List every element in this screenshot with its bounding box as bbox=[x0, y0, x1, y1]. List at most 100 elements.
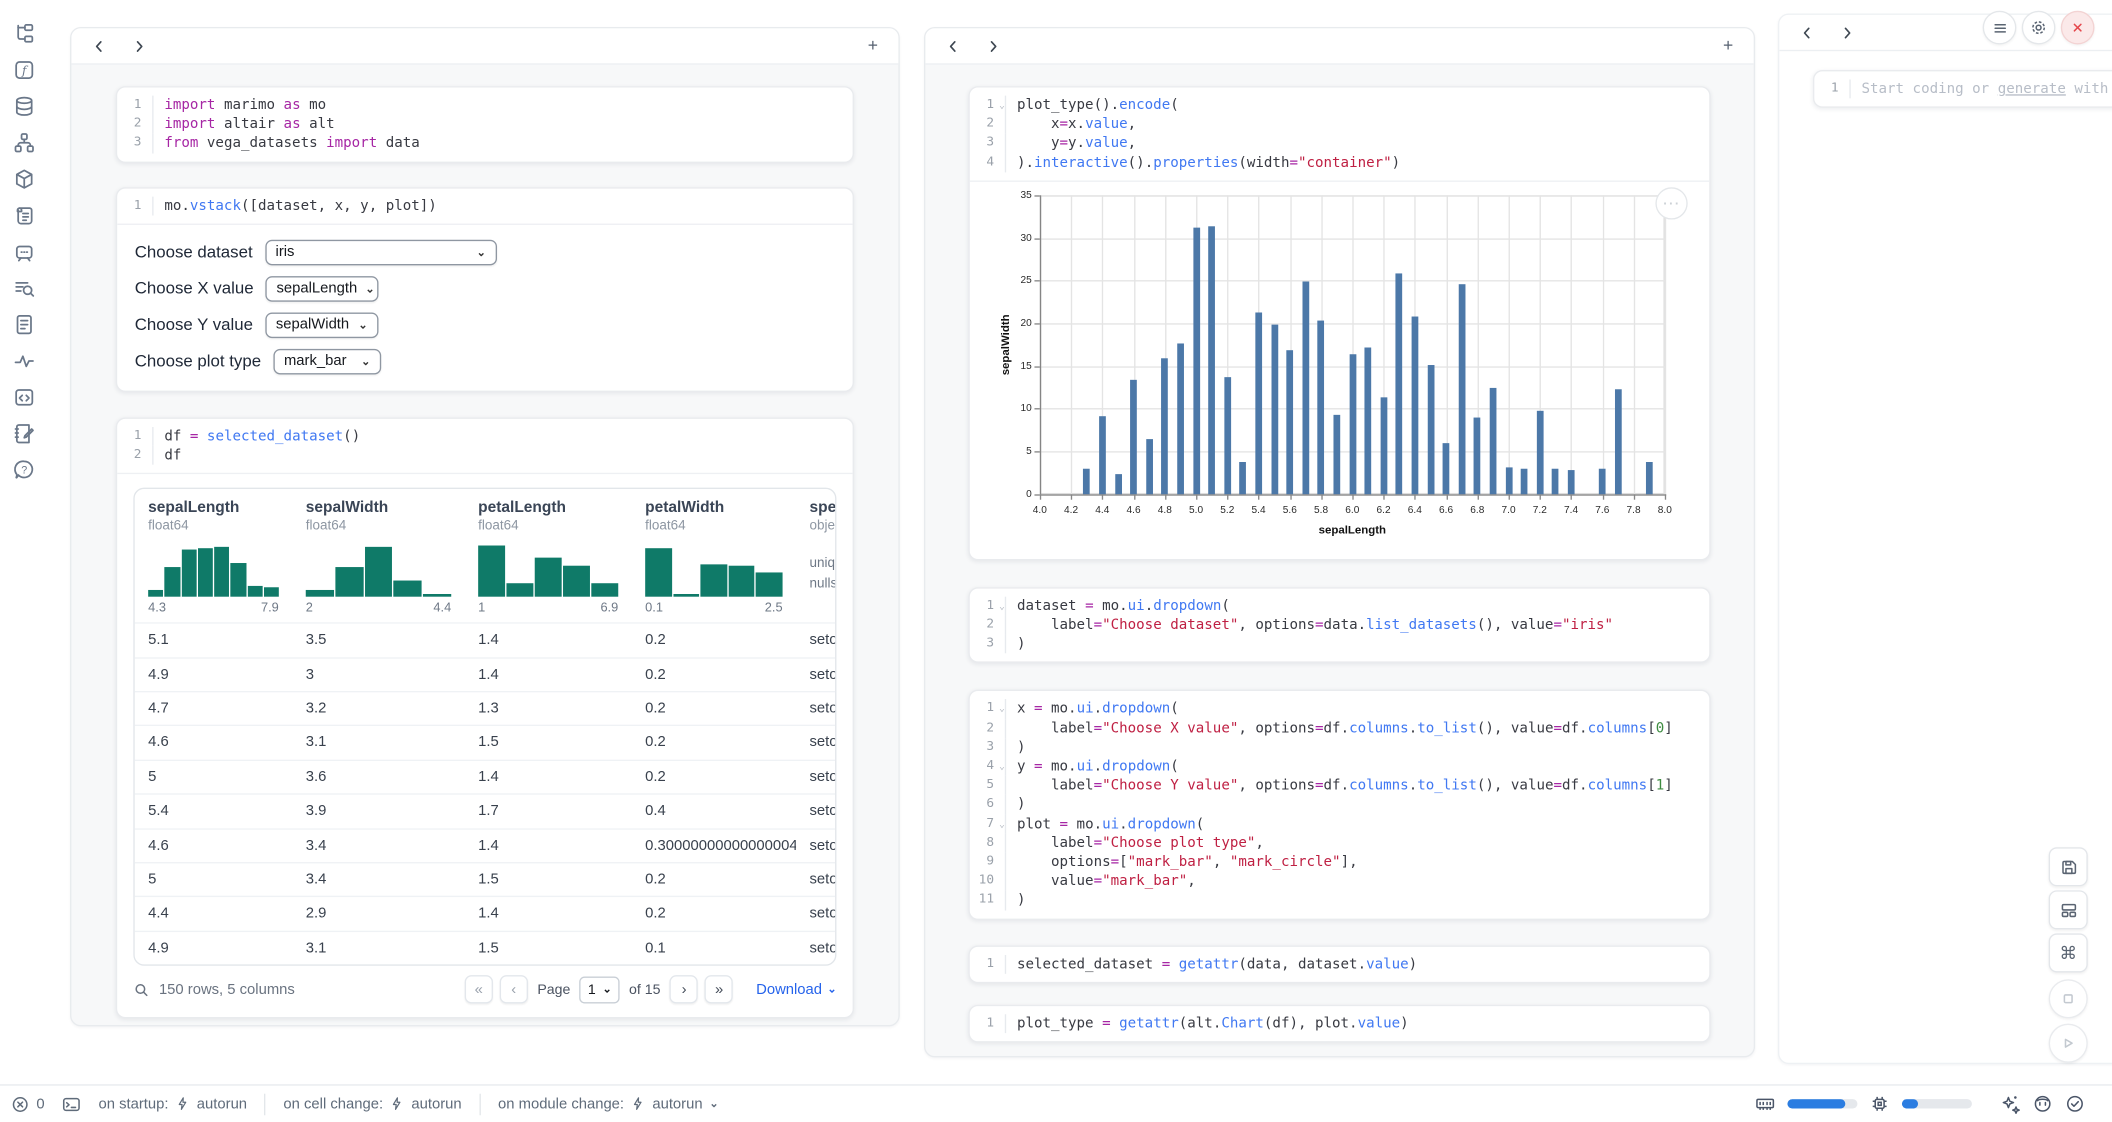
line-number: 2 bbox=[970, 719, 1005, 738]
table-cell: 4.7 bbox=[135, 692, 293, 725]
on-cell-change-setting[interactable]: on cell change: autorun bbox=[283, 1096, 461, 1112]
code-editor[interactable]: 1⌄x = mo.ui.dropdown(2 label="Choose X v… bbox=[970, 692, 1709, 919]
sidebar-item-file-tree[interactable] bbox=[13, 23, 35, 45]
sidebar-item-documentation[interactable] bbox=[13, 277, 35, 299]
table-footer: 150 rows, 5 columns « ‹ Page 1⌄ of 15 › … bbox=[133, 976, 836, 1004]
table-cell: setosa bbox=[796, 761, 836, 794]
copilot-icon[interactable] bbox=[2033, 1094, 2053, 1114]
dropdown-select[interactable]: sepalWidth⌄ bbox=[265, 312, 378, 338]
sidebar-item-chat[interactable] bbox=[13, 241, 35, 263]
sidebar-item-dependency-graph[interactable] bbox=[13, 132, 35, 154]
generate-link[interactable]: generate bbox=[1998, 81, 2066, 97]
chart-bar bbox=[1255, 312, 1262, 494]
first-page-button[interactable]: « bbox=[465, 976, 493, 1004]
chart-bar bbox=[1458, 285, 1465, 494]
panel-prev-button[interactable] bbox=[942, 35, 964, 57]
histogram-bar bbox=[701, 565, 727, 597]
code-editor[interactable]: 1import marimo as mo2import altair as al… bbox=[117, 88, 852, 162]
prev-page-button[interactable]: ‹ bbox=[500, 976, 528, 1004]
column-type: object bbox=[810, 519, 837, 534]
panel-prev-button[interactable] bbox=[1795, 22, 1817, 44]
hamburger-icon bbox=[1991, 20, 2007, 36]
panel-next-button[interactable] bbox=[1836, 22, 1858, 44]
sidebar-item-snippets[interactable] bbox=[13, 314, 35, 336]
line-number: 5 bbox=[970, 776, 1005, 795]
sparkles-icon[interactable] bbox=[2000, 1094, 2020, 1114]
code-editor[interactable]: 1⌄plot_type().encode(2 x=x.value,3 y=y.v… bbox=[970, 88, 1709, 181]
notebook-edit-icon bbox=[13, 423, 35, 445]
layout-grid-icon bbox=[2059, 900, 2078, 919]
code-editor[interactable]: 1df = selected_dataset()2df bbox=[117, 419, 852, 473]
error-count-button[interactable]: 0 bbox=[11, 1094, 45, 1113]
column-histogram bbox=[306, 543, 451, 597]
download-button[interactable]: Download⌄ bbox=[756, 982, 836, 998]
x-tick-label: 6.4 bbox=[1399, 504, 1431, 516]
panel-next-button[interactable] bbox=[982, 35, 1004, 57]
table-row: 4.63.11.50.2setosa bbox=[135, 725, 835, 759]
code-editor[interactable]: 1⌄dataset = mo.ui.dropdown(2 label="Choo… bbox=[970, 588, 1709, 662]
empty-code-cell: 1 Start coding or generate with AI bbox=[1813, 70, 2112, 108]
panel-prev-button[interactable] bbox=[88, 35, 110, 57]
gridline bbox=[1634, 195, 1635, 494]
ram-fill bbox=[1787, 1099, 1844, 1108]
sidebar-item-packages[interactable] bbox=[13, 168, 35, 190]
sidebar-item-logs[interactable] bbox=[13, 205, 35, 227]
column-name: sepalLength bbox=[148, 500, 279, 516]
histogram-bar bbox=[165, 567, 180, 597]
histogram-bar bbox=[563, 566, 590, 597]
on-startup-setting[interactable]: on startup: autorun bbox=[98, 1096, 247, 1112]
last-page-button[interactable]: » bbox=[705, 976, 733, 1004]
dropdown-select[interactable]: iris⌄ bbox=[265, 240, 497, 266]
table-row: 53.61.40.2setosa bbox=[135, 759, 835, 793]
layout-button[interactable] bbox=[2049, 890, 2088, 929]
sidebar-item-outputs[interactable] bbox=[13, 387, 35, 409]
code-line: 1plot_type = getattr(alt.Chart(df), plot… bbox=[970, 1014, 1709, 1033]
save-button[interactable] bbox=[2049, 847, 2088, 886]
settings-button[interactable] bbox=[2022, 11, 2056, 45]
sidebar-item-datasources[interactable] bbox=[13, 96, 35, 118]
menu-button[interactable] bbox=[1983, 11, 2017, 45]
stop-button[interactable] bbox=[2049, 979, 2088, 1018]
shutdown-button[interactable] bbox=[2061, 11, 2095, 45]
chevron-left-icon bbox=[1799, 25, 1814, 40]
terminal-button[interactable] bbox=[62, 1094, 81, 1113]
search-icon[interactable] bbox=[133, 982, 149, 998]
dropdown-select[interactable]: sepalLength⌄ bbox=[266, 276, 379, 302]
column-header[interactable]: speciesobjectunique:nulls: bbox=[796, 489, 836, 622]
column-header[interactable]: sepalLengthfloat644.37.9 bbox=[135, 489, 293, 622]
code-editor[interactable]: 1selected_dataset = getattr(data, datase… bbox=[970, 946, 1709, 981]
terminal-icon bbox=[62, 1094, 81, 1113]
add-cell-button[interactable]: + bbox=[1719, 35, 1738, 55]
table-cell: setosa bbox=[796, 829, 836, 862]
chart-actions-button[interactable]: ⋯ bbox=[1655, 187, 1687, 219]
on-module-change-setting[interactable]: on module change: autorun ⌄ bbox=[498, 1096, 718, 1112]
code-editor[interactable]: 1plot_type = getattr(alt.Chart(df), plot… bbox=[970, 1006, 1709, 1041]
table-cell: setosa bbox=[796, 692, 836, 725]
page-select[interactable]: 1⌄ bbox=[580, 976, 620, 1003]
sidebar-item-help[interactable]: ? bbox=[13, 459, 35, 481]
doc-search-icon bbox=[13, 277, 35, 299]
table-cell: 4.6 bbox=[135, 829, 293, 862]
code-editor[interactable]: 1mo.vstack([dataset, x, y, plot]) bbox=[117, 188, 852, 223]
keyboard-shortcuts-button[interactable]: ⌘ bbox=[2049, 933, 2088, 972]
histogram-bar bbox=[756, 573, 782, 597]
column-header[interactable]: sepalWidthfloat6424.4 bbox=[292, 489, 464, 622]
connection-status-icon[interactable] bbox=[2065, 1094, 2085, 1114]
chart-bar bbox=[1318, 321, 1325, 494]
column-header[interactable]: petalLengthfloat6416.9 bbox=[465, 489, 632, 622]
sidebar-item-functions[interactable]: f bbox=[13, 59, 35, 81]
add-cell-button[interactable]: + bbox=[863, 35, 882, 55]
code-cell-selected-dataset: 1selected_dataset = getattr(data, datase… bbox=[968, 945, 1710, 983]
dropdown-select[interactable]: mark_bar⌄ bbox=[273, 349, 381, 375]
panel-next-button[interactable] bbox=[128, 35, 150, 57]
cpu-icon bbox=[1870, 1094, 1890, 1114]
column-type: float64 bbox=[645, 519, 782, 534]
altair-chart[interactable]: 051015202530354.04.24.44.64.85.05.25.45.… bbox=[986, 182, 1693, 559]
sidebar-item-tracing[interactable] bbox=[13, 350, 35, 372]
column-header[interactable]: petalWidthfloat640.12.5 bbox=[632, 489, 796, 622]
run-button[interactable] bbox=[2049, 1024, 2088, 1063]
sidebar-item-scratchpad[interactable] bbox=[13, 423, 35, 445]
chart-bar bbox=[1536, 410, 1543, 494]
code-editor[interactable]: 1 Start coding or generate with AI bbox=[1814, 71, 2112, 106]
next-page-button[interactable]: › bbox=[670, 976, 698, 1004]
